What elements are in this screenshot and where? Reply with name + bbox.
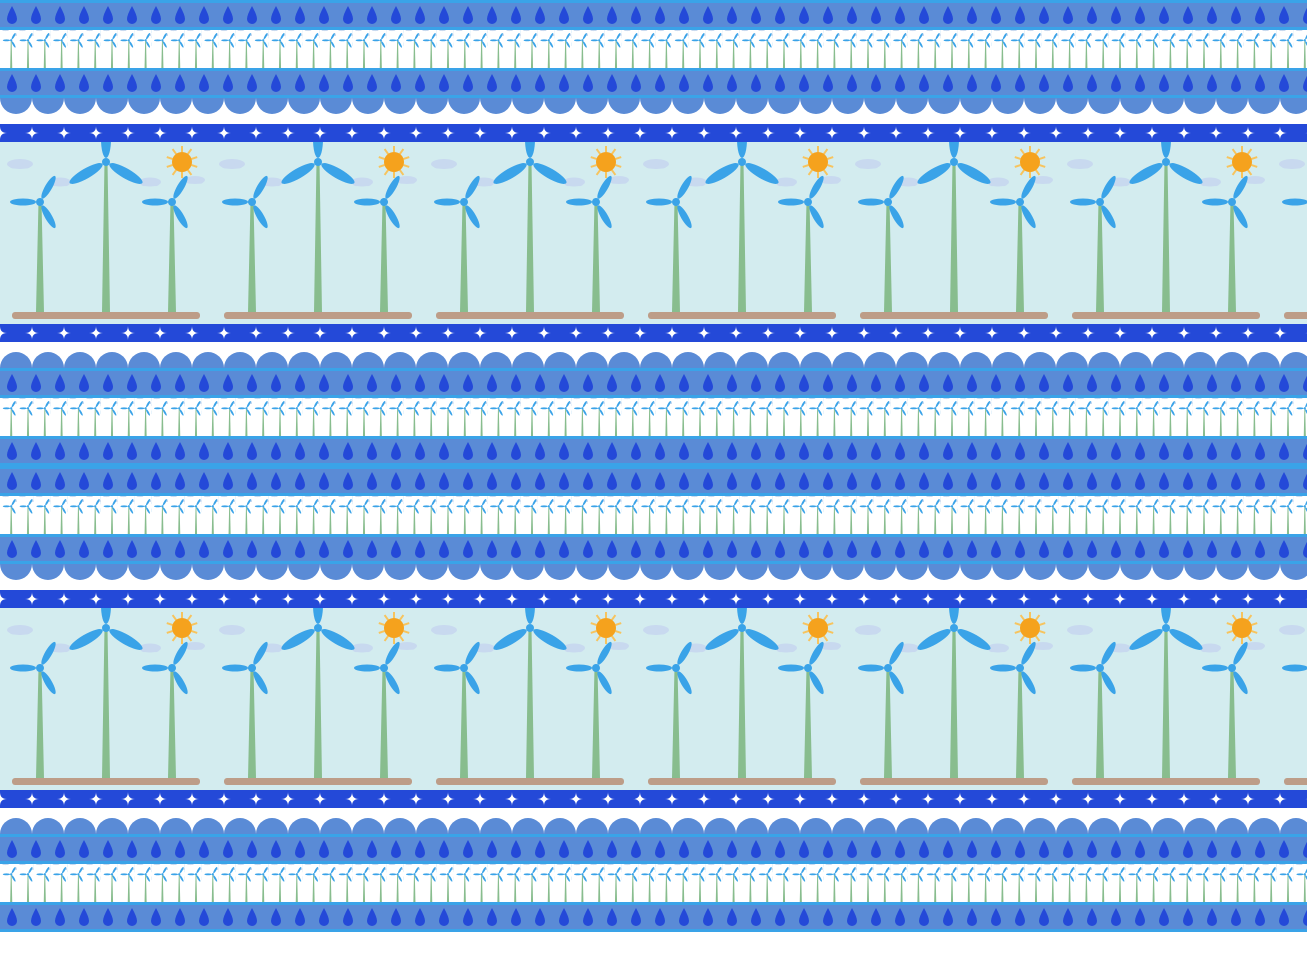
stripe-diamonds [0,324,1307,342]
cloud-icon [1033,176,1053,184]
stripe-windmills_small [0,496,1307,534]
cloud-icon [397,176,417,184]
cloud-icon [431,625,457,635]
stripe-drops [0,68,1307,98]
cloud-icon [185,642,205,650]
cloud-icon [821,176,841,184]
cloud-icon [1067,159,1093,169]
cloud-icon [855,159,881,169]
cloud-icon [219,159,245,169]
stripe-scallops_down [0,564,1307,590]
cloud-icon [1033,642,1053,650]
cloud-icon [1067,625,1093,635]
stripe-scallops_up [0,342,1307,368]
stripe-windmills_small [0,30,1307,68]
cloud-icon [185,176,205,184]
stripe-windmills_small [0,398,1307,436]
cloud-icon [1279,159,1305,169]
cloud-icon [821,642,841,650]
stripe-drops [0,368,1307,398]
stripe-diamonds [0,790,1307,808]
cloud-icon [7,625,33,635]
cloud-icon [431,159,457,169]
stripe-scallops_up [0,808,1307,834]
cloud-icon [643,159,669,169]
stripe-drops [0,436,1307,466]
stripe-diamonds [0,590,1307,608]
stripe-scallops_down [0,98,1307,124]
pattern-root [0,0,1307,980]
cloud-icon [1245,176,1265,184]
stripe-drops [0,0,1307,30]
cloud-icon [609,642,629,650]
cloud-icon [7,159,33,169]
stripe-windmills_large [0,142,1307,324]
stripe-diamonds [0,124,1307,142]
cloud-icon [1245,642,1265,650]
cloud-icon [397,642,417,650]
stripe-windmills_small [0,864,1307,902]
stripe-drops [0,834,1307,864]
stripe-drops [0,902,1307,932]
stripe-drops [0,466,1307,496]
stripe-windmills_large [0,608,1307,790]
cloud-icon [219,625,245,635]
cloud-icon [855,625,881,635]
cloud-icon [1279,625,1305,635]
cloud-icon [643,625,669,635]
cloud-icon [609,176,629,184]
stripe-drops [0,534,1307,564]
